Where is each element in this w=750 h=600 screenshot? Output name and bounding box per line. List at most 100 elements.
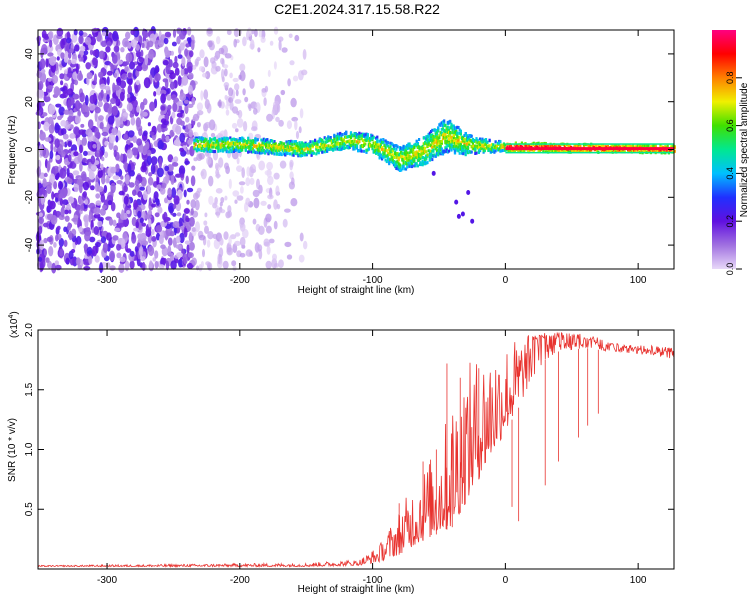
noise-speck <box>165 64 171 75</box>
noise-speck <box>192 113 200 122</box>
band-cell <box>267 140 270 144</box>
noise-speck <box>102 242 108 254</box>
noise-speck <box>151 203 156 208</box>
noise-speck <box>179 225 185 230</box>
band-cell <box>468 150 471 153</box>
colorbar: 0.00.20.40.60.8 Normalized spectral ampl… <box>712 30 750 275</box>
band-cell <box>484 146 488 150</box>
noise-speck <box>189 145 195 157</box>
band-cell <box>317 140 320 144</box>
band-cell <box>425 150 428 154</box>
noise-speck <box>73 126 80 136</box>
noise-speck <box>244 96 249 103</box>
noise-speck <box>266 169 272 178</box>
band-cell <box>300 149 304 153</box>
noise-speck <box>186 199 190 205</box>
band-cell <box>219 147 222 151</box>
band-cell <box>453 127 457 131</box>
band-cell <box>465 138 468 142</box>
band-cell <box>572 149 575 153</box>
band-cell <box>222 140 225 144</box>
band-cell <box>377 153 380 156</box>
band-cell <box>479 143 482 147</box>
band-cell <box>673 146 676 150</box>
band-cell <box>273 140 276 143</box>
noise-speck <box>180 173 185 178</box>
band-cell <box>193 138 196 142</box>
band-cell <box>373 145 376 149</box>
band-cell <box>285 152 288 156</box>
band-cell <box>392 144 396 148</box>
band-cell <box>649 145 652 149</box>
band-cell <box>443 131 446 135</box>
noise-speck <box>124 260 130 272</box>
band-cell <box>474 144 477 148</box>
band-cell <box>391 153 394 157</box>
band-cell <box>330 140 333 143</box>
band-cell <box>435 139 439 143</box>
noise-speck <box>163 37 169 45</box>
band-cell <box>259 145 262 149</box>
noise-speck <box>130 29 135 36</box>
band-cell <box>474 139 477 143</box>
noise-speck <box>67 222 72 231</box>
band-cell <box>620 149 623 153</box>
noise-speck <box>101 174 106 185</box>
band-cell <box>268 142 271 146</box>
noise-speck <box>76 178 84 186</box>
noise-speck <box>176 112 183 118</box>
band-cell <box>451 144 454 148</box>
noise-speck <box>55 103 62 108</box>
noise-speck <box>135 117 142 128</box>
band-cell <box>464 148 467 152</box>
band-cell <box>348 134 351 138</box>
band-cell <box>424 150 427 154</box>
band-cell <box>241 139 244 143</box>
band-cell <box>235 148 238 152</box>
band-cell <box>400 146 403 150</box>
band-cell <box>361 144 364 148</box>
band-cell <box>280 143 283 147</box>
noise-speck <box>101 31 107 37</box>
band-cell <box>499 140 502 144</box>
band-cell <box>268 144 271 148</box>
noise-speck <box>278 39 282 51</box>
band-cell <box>464 149 467 153</box>
band-cell <box>462 152 465 156</box>
band-cell <box>469 139 472 142</box>
noise-speck <box>125 31 131 40</box>
band-cell <box>243 146 246 150</box>
noise-speck <box>163 257 167 264</box>
noise-speck <box>188 72 194 80</box>
band-cell <box>568 144 571 147</box>
noise-speck <box>68 230 73 241</box>
noise-speck <box>164 165 170 172</box>
band-cell <box>410 164 413 168</box>
band-cell <box>444 146 447 150</box>
noise-speck <box>200 90 204 101</box>
band-cell <box>237 148 240 151</box>
noise-speck <box>249 177 255 185</box>
noise-speck <box>164 49 171 58</box>
noise-speck <box>148 49 155 60</box>
noise-speck <box>161 133 166 143</box>
band-cell <box>450 126 453 130</box>
band-cell <box>309 144 312 148</box>
band-cell <box>445 127 448 131</box>
band-cell <box>408 155 411 158</box>
band-cell <box>332 148 335 152</box>
noise-speck <box>180 68 185 76</box>
band-cell <box>420 149 423 153</box>
band-cell <box>416 158 419 162</box>
band-cell <box>389 158 392 162</box>
band-cell <box>329 144 332 148</box>
band-cell <box>600 143 603 147</box>
snr-y-multiplier-base: (x10 <box>9 318 20 338</box>
band-cell <box>275 152 278 156</box>
noise-speck <box>267 204 272 210</box>
noise-speck <box>268 238 275 244</box>
band-cell <box>446 144 449 148</box>
noise-speck <box>121 73 128 81</box>
noise-speck <box>47 260 52 269</box>
band-cell <box>598 144 601 147</box>
